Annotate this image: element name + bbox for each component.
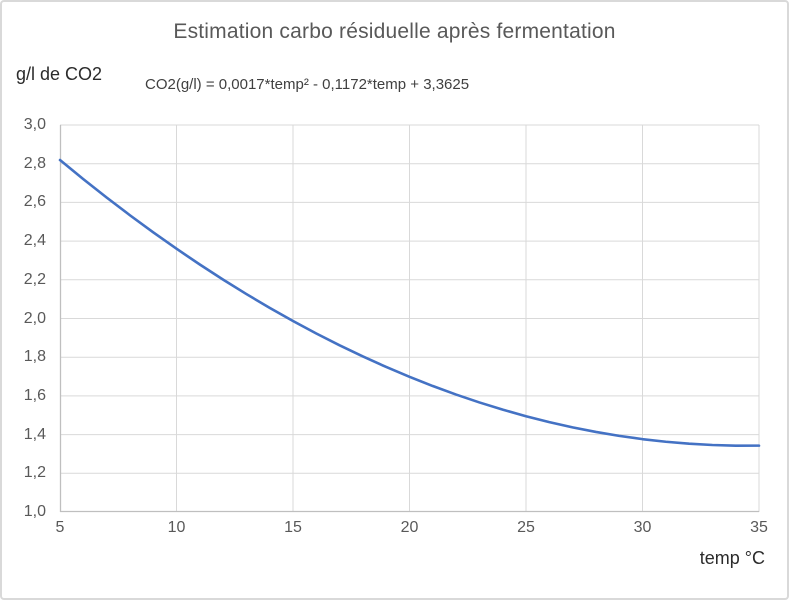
y-tick-label: 2,2 — [23, 270, 46, 288]
formula-annotation: CO2(g/l) = 0,0017*temp² - 0,1172*temp + … — [145, 76, 470, 93]
y-tick-label: 2,0 — [23, 309, 46, 327]
series-line — [58, 158, 761, 447]
plot-area — [58, 124, 761, 513]
y-tick-label: 1,4 — [23, 425, 46, 443]
x-tick-label: 20 — [400, 519, 419, 536]
y-tick-label: 3,0 — [23, 116, 46, 133]
x-tick-label: 10 — [167, 519, 186, 536]
plot-svg — [58, 124, 761, 513]
gridlines — [60, 124, 760, 512]
x-tick-label: 25 — [517, 519, 535, 536]
x-tick-label: 30 — [633, 519, 652, 536]
y-tick-label: 2,8 — [23, 154, 46, 172]
y-axis-title: g/l de CO2 — [16, 64, 103, 84]
x-tick-label: 15 — [284, 519, 302, 536]
chart-title: Estimation carbo résiduelle après fermen… — [173, 20, 616, 43]
y-tick-label: 2,6 — [23, 193, 46, 211]
y-tick-label: 2,4 — [23, 232, 46, 250]
axis-lines — [59, 125, 759, 513]
y-tick-label: 1,2 — [23, 464, 46, 482]
y-tick-label: 1,0 — [23, 503, 46, 520]
x-tick-label: 5 — [55, 519, 65, 536]
co2-curve — [58, 158, 761, 447]
y-tick-label: 1,6 — [23, 386, 46, 404]
x-tick-label: 35 — [750, 519, 768, 536]
y-tick-label: 1,8 — [23, 348, 46, 366]
x-axis-title: temp °C — [699, 548, 765, 568]
